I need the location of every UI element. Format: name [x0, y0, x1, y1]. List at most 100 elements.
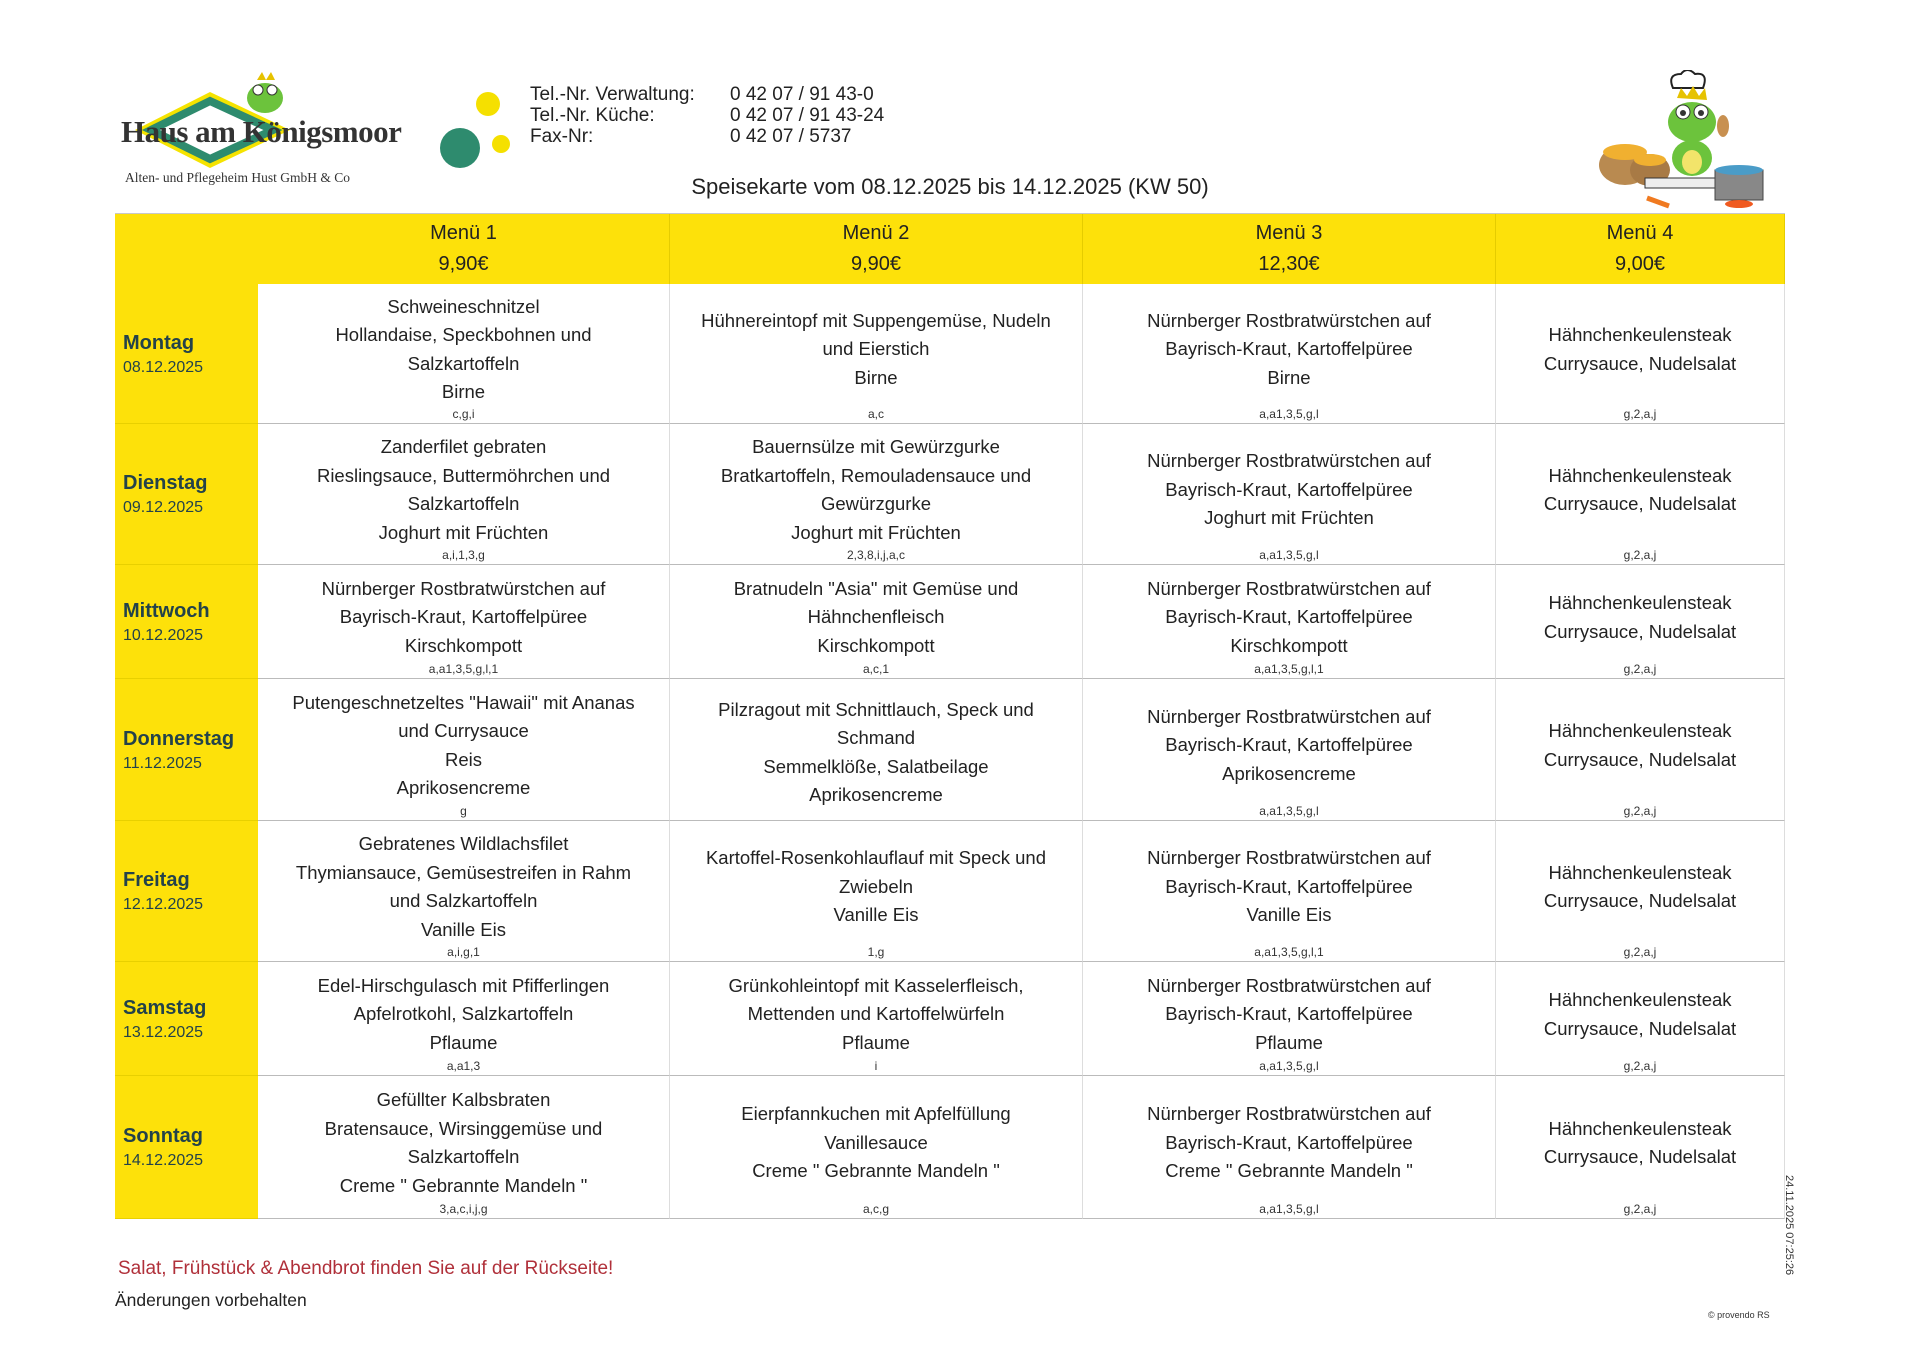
dish-cell: Pilzragout mit Schnittlauch, Speck und Sc… [670, 679, 1083, 821]
dish-line: Pflaume [842, 1031, 910, 1053]
dish-lines: Edel-Hirschgulasch mit Pfifferlingen Apfe… [318, 972, 610, 1058]
dish-line: Nürnberger Rostbratwürstchen auf [1147, 847, 1431, 869]
dish-line: Vanillesauce [824, 1131, 928, 1153]
dish-line: Hollandaise, Speckbohnen und [335, 324, 592, 345]
allergen-codes: 2,3,8,i,j,a,c [846, 548, 906, 562]
dish-description: Eierpfannkuchen mit Apfelfüllung Vanilles… [741, 1084, 1010, 1202]
dish-description: Hähnchenkeulensteak Currysauce, Nudelsala… [1544, 1084, 1736, 1202]
dish-line: Reis [444, 748, 482, 770]
day-cell: Freitag 12.12.2025 [115, 821, 258, 962]
dish-line: Bratnudeln "Asia" mit Gemüse und [733, 577, 1019, 599]
dish-line: Creme " Gebrannte Mandeln " [752, 1160, 1000, 1182]
dish-line: Nürnberger Rostbratwürstchen auf [1147, 705, 1431, 727]
dish-cell: Schweineschnitzel Hollandaise, Speckbohne… [258, 284, 670, 424]
dish-line: Salzkartoffeln [407, 352, 520, 374]
dish-line: Pflaume [429, 1031, 498, 1053]
dish-line: Currysauce, Nudelsalat [1543, 620, 1737, 642]
dish-description: Nürnberger Rostbratwürstchen auf Bayrisch… [322, 573, 606, 662]
dish-line: Birne [441, 381, 486, 402]
dish-lines: Nürnberger Rostbratwürstchen auf Bayrisch… [1147, 575, 1431, 661]
allergen-codes: a,a1,3,5,g,l [1259, 804, 1319, 818]
dish-cell: Putengeschnetzeltes "Hawaii" mit Ananas u… [258, 679, 670, 821]
day-name: Dienstag [123, 472, 208, 494]
dish-description: Nürnberger Rostbratwürstchen auf Bayrisch… [1147, 1084, 1431, 1202]
menu-price: 9,00€ [1614, 253, 1666, 275]
back-side-note: Salat, Frühstück & Abendbrot finden Sie … [118, 1258, 614, 1279]
dish-line: Putengeschnetzeltes "Hawaii" mit Ananas [292, 691, 635, 713]
dish-line: Kirschkompott [404, 634, 523, 656]
dish-cell: Edel-Hirschgulasch mit Pfifferlingen Apfe… [258, 962, 670, 1076]
dish-cell: Zanderfilet gebraten Rieslingsauce, Butte… [258, 424, 670, 565]
day-date: 08.12.2025 [123, 358, 204, 376]
day-name: Montag [123, 331, 195, 354]
dish-line: Currysauce, Nudelsalat [1543, 352, 1737, 374]
allergen-codes: g,2,a,j [1623, 1202, 1657, 1216]
dish-line: Currysauce, Nudelsalat [1543, 1146, 1737, 1167]
dish-description: Grünkohleintopf mit Kasselerfleisch, Mett… [728, 970, 1023, 1059]
menu-price: 12,30€ [1258, 253, 1320, 275]
dish-line: Mettenden und Kartoffelwürfeln [747, 1003, 1005, 1025]
day-cell: Samstag 13.12.2025 [115, 962, 258, 1076]
dish-line: Bayrisch-Kraut, Kartoffelpüree [339, 606, 588, 628]
dish-line: Bauernsülze mit Gewürzgurke [752, 436, 1000, 457]
menu-header: Menü 3 12,30€ [1083, 214, 1496, 284]
day-cell: Mittwoch 10.12.2025 [115, 565, 258, 679]
menu-name: Menü 3 [1255, 222, 1323, 244]
day-date: 10.12.2025 [123, 626, 204, 644]
menu-header: Menü 1 9,90€ [258, 214, 670, 284]
dish-line: Hähnchenkeulensteak [1548, 592, 1732, 613]
logo-name: Haus am Königsmoor [121, 114, 402, 149]
dish-cell: Nürnberger Rostbratwürstchen auf Bayrisch… [258, 565, 670, 679]
dish-line: Kirschkompott [1230, 634, 1348, 656]
dish-lines: Nürnberger Rostbratwürstchen auf Bayrisch… [1147, 972, 1431, 1058]
allergen-codes: a,i,g,1 [447, 945, 480, 959]
dish-cell: Kartoffel-Rosenkohlauflauf mit Speck und… [670, 821, 1083, 962]
dish-line: Hähnchenkeulensteak [1548, 1117, 1732, 1139]
dish-lines: Hähnchenkeulensteak Currysauce, Nudelsala… [1544, 986, 1736, 1043]
day-cell: Donnerstag 11.12.2025 [115, 679, 258, 821]
dish-description: Hühnereintopf mit Suppengemüse, Nudeln un… [701, 292, 1051, 407]
dish-cell: Nürnberger Rostbratwürstchen auf Bayrisch… [1083, 962, 1496, 1076]
dish-line: Rieslingsauce, Buttermöhrchen und [316, 464, 611, 486]
copyright: © provendo RS [1708, 1310, 1770, 1320]
dish-description: Hähnchenkeulensteak Currysauce, Nudelsala… [1544, 573, 1736, 662]
day-name: Samstag [123, 996, 207, 1019]
logo-subtitle: Alten- und Pflegeheim Hust GmbH & Co [125, 170, 350, 185]
contact-info: Tel.-Nr. Verwaltung: 0 42 07 / 91 43-0 Te… [530, 84, 884, 147]
allergen-codes: g,2,a,j [1623, 804, 1657, 818]
dish-lines: Schweineschnitzel Hollandaise, Speckbohne… [335, 293, 591, 407]
dish-cell: Eierpfannkuchen mit Apfelfüllung Vanilles… [670, 1076, 1083, 1219]
dish-lines: Kartoffel-Rosenkohlauflauf mit Speck und… [706, 844, 1046, 930]
day-name: Sonntag [123, 1125, 203, 1147]
day-date: 13.12.2025 [123, 1023, 204, 1041]
dish-lines: Hähnchenkeulensteak Currysauce, Nudelsala… [1544, 1115, 1736, 1172]
day-name: Mittwoch [123, 599, 210, 622]
menu-header: Menü 4 9,00€ [1496, 214, 1785, 284]
dish-lines: Bauernsülze mit Gewürzgurke Bratkartoffel… [721, 433, 1031, 547]
day-cell: Dienstag 09.12.2025 [115, 424, 258, 565]
allergen-codes: a,c,1 [862, 662, 889, 676]
allergen-codes: g,2,a,j [1623, 945, 1657, 959]
dish-description: Kartoffel-Rosenkohlauflauf mit Speck und… [706, 829, 1046, 945]
dish-line: Creme " Gebrannte Mandeln " [339, 1174, 588, 1196]
day-name: Donnerstag [123, 727, 235, 750]
dish-line: Bratensauce, Wirsinggemüse und [324, 1117, 603, 1139]
menu-table: Menü 1 9,90€ Menü 2 9,90€ Menü 3 12,30€ Menü 4… [115, 213, 1785, 1219]
dish-line: Semmelklöße, Salatbeilage [763, 755, 989, 777]
dish-lines: Hähnchenkeulensteak Currysauce, Nudelsala… [1544, 717, 1736, 774]
dish-description: Hähnchenkeulensteak Currysauce, Nudelsala… [1544, 432, 1736, 548]
dish-lines: Hähnchenkeulensteak Currysauce, Nudelsala… [1544, 859, 1736, 916]
allergen-codes: g,2,a,j [1623, 407, 1657, 421]
dish-lines: Nürnberger Rostbratwürstchen auf Bayrisch… [1147, 1100, 1431, 1186]
dish-line: Eierpfannkuchen mit Apfelfüllung [741, 1103, 1011, 1125]
dish-line: Joghurt mit Früchten [378, 521, 549, 543]
dish-line: Nürnberger Rostbratwürstchen auf [1147, 974, 1431, 996]
dish-line: Joghurt mit Früchten [1204, 507, 1374, 529]
dish-lines: Hähnchenkeulensteak Currysauce, Nudelsala… [1544, 321, 1736, 378]
dish-description: Bauernsülze mit Gewürzgurke Bratkartoffel… [721, 432, 1031, 548]
dish-line: Currysauce, Nudelsalat [1543, 1017, 1737, 1039]
dish-line: Vanille Eis [420, 918, 506, 940]
dish-line: Hähnchenkeulensteak [1548, 861, 1732, 883]
header-corner [115, 214, 258, 284]
dish-description: Hähnchenkeulensteak Currysauce, Nudelsala… [1544, 970, 1736, 1059]
